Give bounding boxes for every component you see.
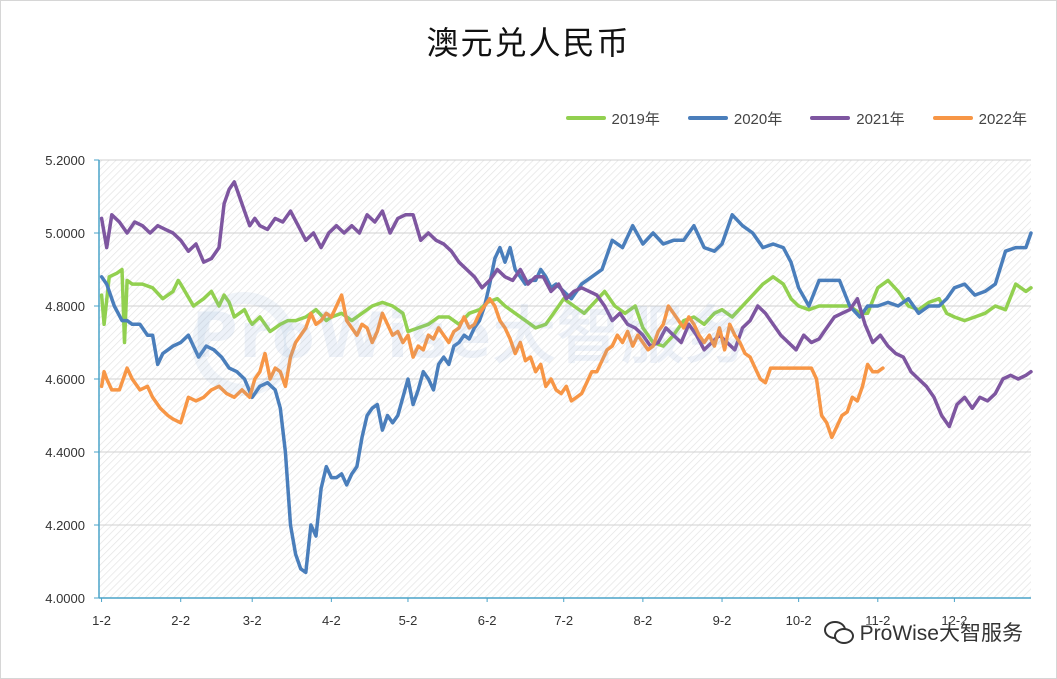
x-tick-label: 4-2 <box>322 613 341 628</box>
legend-label: 2019年 <box>611 110 660 128</box>
x-tick-label: 11-2 <box>865 613 890 628</box>
x-tick-label: 1-2 <box>92 613 111 628</box>
chart-title: 澳元兑人民币 <box>426 24 631 62</box>
y-tick-label: 5.2000 <box>45 153 85 168</box>
y-tick-label: 4.2000 <box>45 518 85 533</box>
legend-swatch <box>932 116 973 120</box>
legend-item: 2021年 <box>810 108 905 129</box>
legend-item: 2020年 <box>687 108 783 129</box>
x-tick-label: 6-2 <box>478 613 497 628</box>
legend-swatch <box>687 116 728 120</box>
x-tick-label: 9-2 <box>713 613 732 628</box>
x-tick-label: 10-2 <box>786 613 812 628</box>
footer-watermark: ProWise大智服务 <box>823 617 1023 647</box>
x-tick-label: 12-2 <box>941 613 967 628</box>
x-tick-label: 8-2 <box>633 613 652 628</box>
x-tick-label: 7-2 <box>554 613 573 628</box>
legend-swatch <box>565 116 606 120</box>
x-tick-label: 3-2 <box>243 613 262 628</box>
x-tick-label: 5-2 <box>399 613 418 628</box>
series-line-2021年 <box>99 180 1033 429</box>
x-tick-label: 2-2 <box>171 613 190 628</box>
y-tick-label: 4.8000 <box>45 299 85 314</box>
y-tick-label: 5.0000 <box>45 226 85 241</box>
legend-label: 2022年 <box>978 110 1027 128</box>
y-tick-label: 4.4000 <box>45 445 85 460</box>
legend-swatch <box>810 116 851 120</box>
plot-watermark: ProWise大智服务 <box>192 299 750 372</box>
footer-watermark-text: ProWise大智服务 <box>859 622 1023 645</box>
legend-item: 2019年 <box>565 108 660 129</box>
chart-legend: 2019年 2020年 2021年 2022年 <box>565 108 1027 129</box>
wechat-icon <box>823 621 854 644</box>
legend-label: 2020年 <box>733 110 783 128</box>
legend-label: 2021年 <box>856 110 905 128</box>
y-tick-label: 4.6000 <box>45 372 85 387</box>
legend-item: 2022年 <box>932 108 1027 129</box>
y-tick-label: 4.0000 <box>45 591 85 606</box>
